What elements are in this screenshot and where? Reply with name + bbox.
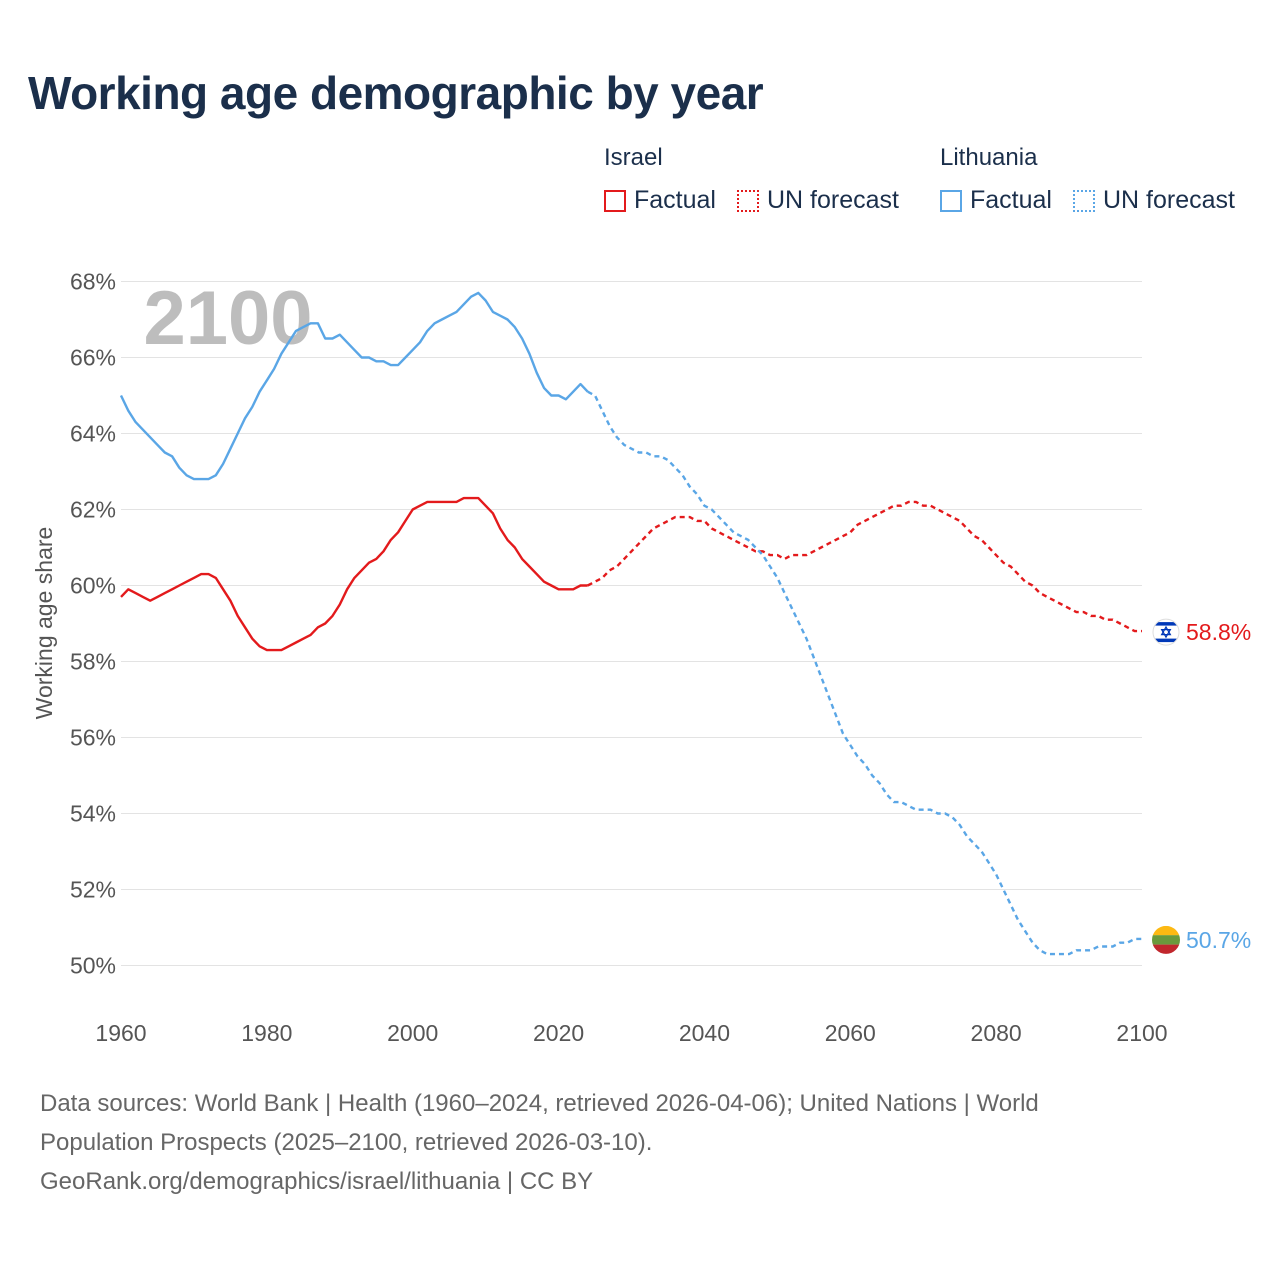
x-tick-label: 2000 xyxy=(387,1020,438,1046)
legend-lithuania-forecast[interactable]: UN forecast xyxy=(1073,186,1235,215)
y-tick-label: 68% xyxy=(70,269,116,295)
legend-israel-factual[interactable]: Factual xyxy=(604,186,716,215)
x-tick-label: 2100 xyxy=(1116,1020,1167,1046)
x-tick-label: 2040 xyxy=(679,1020,730,1046)
year-watermark: 2100 xyxy=(143,276,312,361)
x-tick-label: 2080 xyxy=(971,1020,1022,1046)
y-tick-label: 64% xyxy=(70,421,116,447)
legend-lithuania-factual-label: Factual xyxy=(970,186,1052,214)
y-axis-label: Working age share xyxy=(31,527,57,720)
y-tick-label: 62% xyxy=(70,497,116,523)
lithuania-forecast-line[interactable] xyxy=(587,390,1142,956)
line-chart: 50% 52% 54% 56% 58% 60% 62% 64% 66% 68% 1960 1980 2… xyxy=(31,269,1251,1047)
y-tick-label: 50% xyxy=(70,953,116,979)
x-axis-ticks: 1960 1980 2000 2020 2040 2060 2080 2100 xyxy=(95,1020,1167,1046)
legend-lithuania-forecast-label: UN forecast xyxy=(1103,186,1235,214)
legend-lithuania-factual[interactable]: Factual xyxy=(940,186,1052,215)
footer-sources-line1: Data sources: World Bank | Health (1960–… xyxy=(40,1090,1039,1117)
x-tick-label: 2020 xyxy=(533,1020,584,1046)
x-tick-label: 1960 xyxy=(95,1020,146,1046)
y-tick-label: 56% xyxy=(70,725,116,751)
footer-attribution-link[interactable]: GeoRank.org/demographics/israel/lithuani… xyxy=(40,1168,594,1195)
lithuania-end-value: 50.7% xyxy=(1186,927,1251,953)
israel-flag-icon xyxy=(1152,618,1180,646)
chart-title: Working age demographic by year xyxy=(28,67,764,119)
y-tick-label: 54% xyxy=(70,801,116,827)
legend-israel-forecast[interactable]: UN forecast xyxy=(737,186,899,215)
x-tick-label: 1980 xyxy=(241,1020,292,1046)
y-tick-label: 66% xyxy=(70,345,116,371)
legend-israel-forecast-label: UN forecast xyxy=(767,186,899,214)
y-tick-label: 60% xyxy=(70,573,116,599)
y-tick-label: 52% xyxy=(70,877,116,903)
israel-end-value: 58.8% xyxy=(1186,619,1251,645)
y-axis-ticks: 50% 52% 54% 56% 58% 60% 62% 64% 66% 68% xyxy=(70,269,116,979)
legend-israel-forecast-swatch xyxy=(737,189,759,212)
legend-group-lithuania: Lithuania xyxy=(940,144,1038,171)
gridlines xyxy=(121,281,1142,966)
y-tick-label: 58% xyxy=(70,649,116,675)
israel-forecast-line[interactable] xyxy=(587,500,1142,633)
series-lines xyxy=(119,291,1142,956)
lithuania-factual-line[interactable] xyxy=(119,291,589,481)
israel-factual-line[interactable] xyxy=(120,496,588,652)
legend-israel-factual-swatch xyxy=(604,189,626,212)
x-tick-label: 2060 xyxy=(825,1020,876,1046)
footer-sources-line2: Population Prospects (2025–2100, retriev… xyxy=(40,1129,653,1156)
legend-lithuania-forecast-swatch xyxy=(1073,189,1095,212)
lithuania-flag-icon xyxy=(1152,925,1180,954)
legend-israel-factual-label: Factual xyxy=(634,186,716,214)
legend-group-israel: Israel xyxy=(604,144,663,171)
legend-lithuania-factual-swatch xyxy=(940,189,962,212)
